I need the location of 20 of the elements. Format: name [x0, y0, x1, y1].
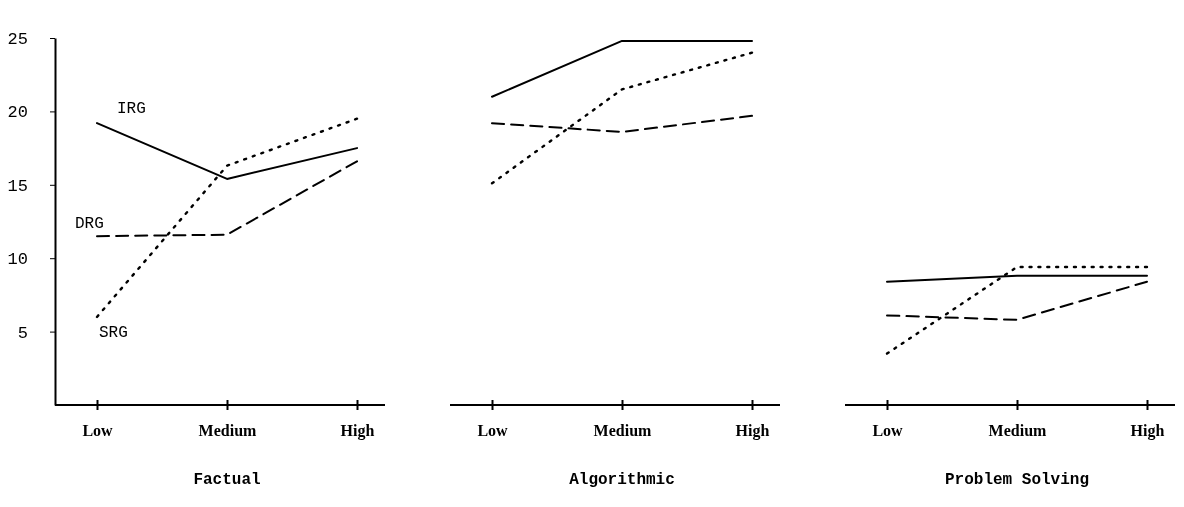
x-tick-label: Medium	[198, 422, 258, 440]
series-label: IRG	[117, 100, 146, 119]
y-tick-label: 25	[7, 29, 28, 49]
x-tick-label: Medium	[593, 422, 653, 440]
x-axis-title: Algorithmic	[569, 471, 675, 489]
x-tick-label: Low	[82, 422, 114, 440]
x-tick-label: Low	[477, 422, 509, 440]
series-label: SRG	[99, 323, 128, 342]
x-tick-label: High	[735, 422, 770, 441]
series-label: DRG	[75, 215, 104, 234]
y-tick-label: 5	[17, 323, 28, 343]
x-tick-label: Low	[872, 422, 904, 440]
x-axis-title: Factual	[193, 471, 261, 489]
x-tick-label: High	[1130, 422, 1165, 441]
x-tick-label: Medium	[988, 422, 1048, 440]
y-tick-label: 15	[7, 176, 28, 196]
x-axis-title: Problem Solving	[944, 471, 1090, 489]
y-tick-label: 10	[7, 250, 28, 270]
y-tick-label: 20	[7, 103, 28, 123]
x-tick-label: High	[340, 422, 375, 441]
